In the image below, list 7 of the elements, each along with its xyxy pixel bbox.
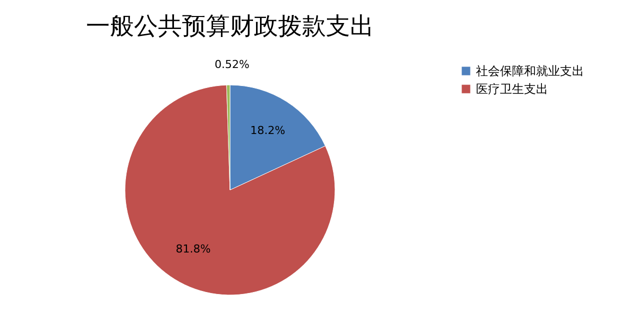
legend-label: 医疗卫生支出 bbox=[476, 82, 548, 96]
legend-label: 社会保障和就业支出 bbox=[476, 64, 584, 78]
pie-slice bbox=[124, 84, 336, 296]
data-label: 0.52% bbox=[214, 58, 250, 72]
data-label: 18.2% bbox=[250, 124, 286, 138]
chart-title: 一般公共预算财政拨款支出 bbox=[86, 12, 374, 40]
data-label: 81.8% bbox=[176, 242, 211, 256]
